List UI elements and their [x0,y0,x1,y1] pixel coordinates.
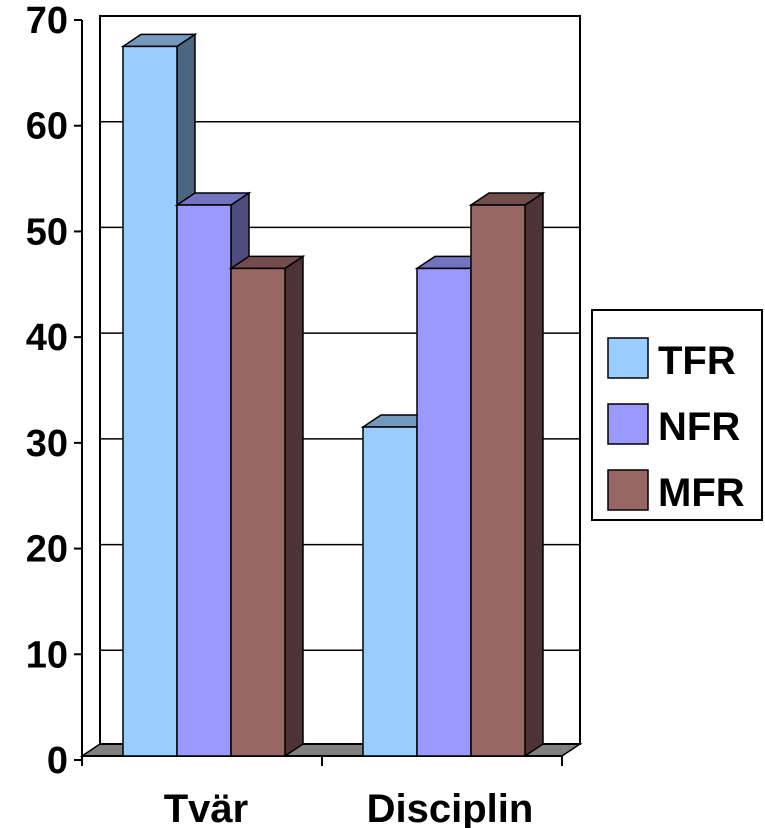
y-tick-label-50: 50 [26,211,68,253]
plot-frame [99,15,581,745]
bar-front [416,267,472,757]
y-tick-label-40: 40 [26,317,68,359]
bar-side [284,255,304,758]
x-category-labels: Tvär Disciplin [164,787,534,828]
bar-side [524,191,544,758]
legend-swatch-NFR [607,403,649,445]
bar-MFR-Disciplin [468,191,546,758]
y-tick-label-70: 70 [26,0,68,42]
legend-label-MFR: MFR [658,471,745,515]
bar-MFR-Tvär [228,255,306,758]
bar-front [230,267,286,757]
legend-label-TFR: TFR [658,339,736,383]
y-tick-label-0: 0 [47,740,68,782]
x-category-label-1: Disciplin [367,787,534,828]
y-tick-label-10: 10 [26,634,68,676]
y-tick-label-60: 60 [26,106,68,148]
y-tick-labels: 0 10 20 30 40 50 60 70 [26,0,563,782]
bar-front [176,204,232,757]
x-category-label-0: Tvär [164,787,249,828]
y-tick-label-30: 30 [26,423,68,465]
legend-swatch-MFR [607,469,649,511]
legend-swatch-TFR [607,337,649,379]
legend: TFR NFR MFR [591,309,763,521]
bar-front [470,204,526,757]
y-tick-label-20: 20 [26,529,68,571]
legend-label-NFR: NFR [658,405,740,449]
bar-front [362,426,418,757]
bars [120,33,546,758]
bar-front [122,45,178,757]
